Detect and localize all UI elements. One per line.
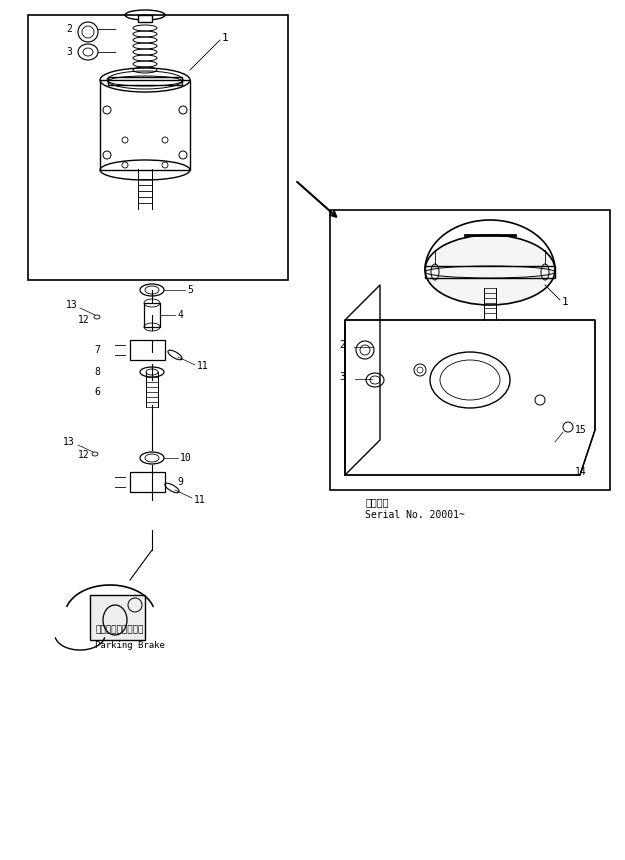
Text: 2: 2 bbox=[339, 340, 345, 350]
Bar bbox=[138, 15, 152, 22]
Bar bbox=[130, 340, 165, 360]
Bar bbox=[330, 210, 610, 490]
Text: 4: 4 bbox=[177, 310, 183, 320]
Text: 2: 2 bbox=[66, 24, 72, 34]
Text: 1: 1 bbox=[562, 297, 569, 307]
Text: 適用号等: 適用号等 bbox=[365, 497, 389, 507]
Text: 12: 12 bbox=[78, 315, 90, 325]
Text: 6: 6 bbox=[94, 387, 100, 397]
Text: Serial No. 20001~: Serial No. 20001~ bbox=[365, 510, 465, 520]
Bar bbox=[108, 77, 182, 85]
Bar bbox=[28, 15, 288, 280]
Text: 14: 14 bbox=[575, 467, 587, 477]
Text: 11: 11 bbox=[197, 361, 209, 371]
Text: 9: 9 bbox=[177, 477, 183, 487]
Text: 13: 13 bbox=[66, 300, 78, 310]
Text: 11: 11 bbox=[194, 495, 206, 505]
Text: 8: 8 bbox=[94, 367, 100, 377]
Text: 1: 1 bbox=[222, 33, 229, 43]
Text: Parking Brake: Parking Brake bbox=[95, 641, 165, 649]
Bar bbox=[425, 266, 555, 278]
Text: 13: 13 bbox=[63, 437, 75, 447]
Text: パーキングブレーキ: パーキングブレーキ bbox=[95, 625, 143, 635]
Ellipse shape bbox=[425, 235, 555, 305]
Bar bbox=[130, 472, 165, 492]
Text: 3: 3 bbox=[66, 47, 72, 57]
Text: 5: 5 bbox=[187, 285, 193, 295]
Bar bbox=[144, 303, 160, 327]
Text: 15: 15 bbox=[575, 425, 587, 435]
Text: 3: 3 bbox=[339, 372, 345, 382]
Bar bbox=[90, 595, 145, 640]
Text: 7: 7 bbox=[94, 345, 100, 355]
Text: 12: 12 bbox=[78, 450, 90, 460]
Bar bbox=[100, 80, 190, 170]
Text: 10: 10 bbox=[180, 453, 192, 463]
